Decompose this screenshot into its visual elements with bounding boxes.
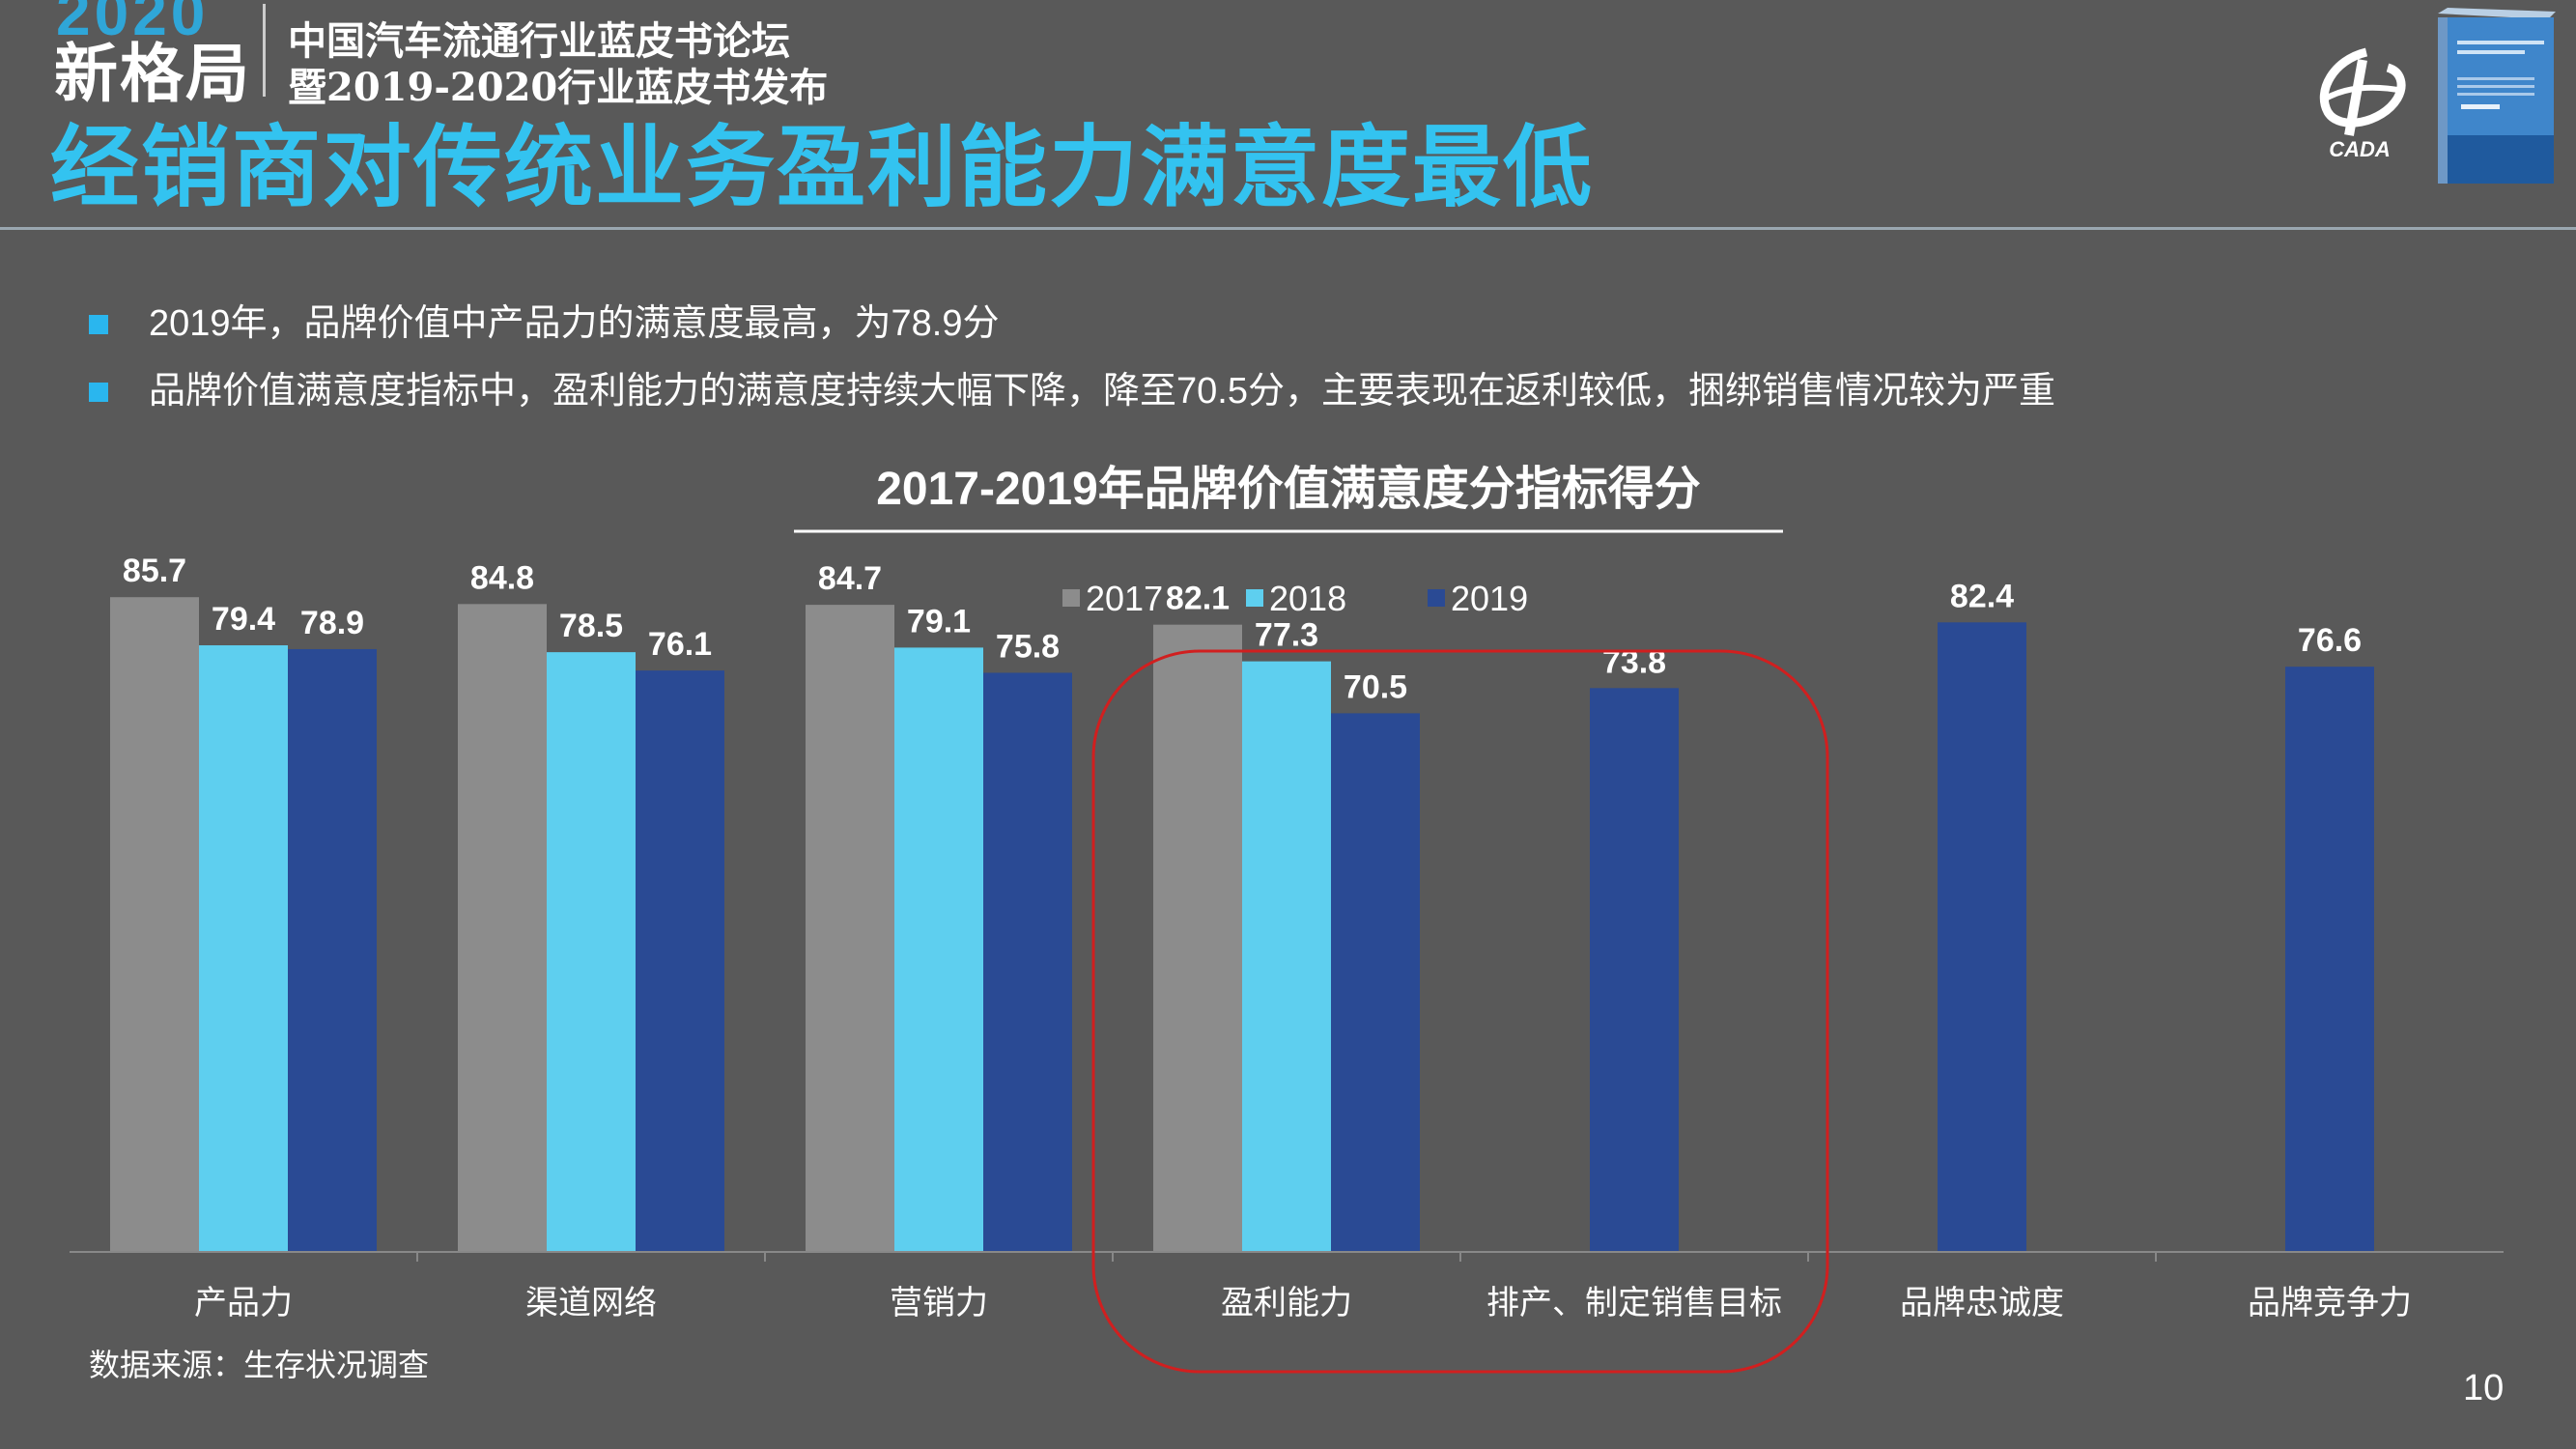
chart-title: 2017-2019年品牌价值满意度分指标得分	[876, 464, 1701, 515]
data-label: 75.8	[996, 628, 1060, 665]
cada-logo-text: CADA	[2329, 137, 2391, 161]
bar-2019-3	[1331, 713, 1420, 1252]
chart-data-labels: 85.7 79.4 78.9 84.8 78.5 76.1 84.7 79.1 75.8 82.1…	[123, 553, 2362, 705]
logo-separator	[263, 4, 266, 97]
bar-2017-3	[1153, 624, 1242, 1252]
data-label: 79.1	[907, 603, 971, 639]
data-label: 76.1	[648, 626, 712, 663]
data-label: 78.5	[559, 608, 623, 644]
category-label: 产品力	[194, 1285, 293, 1321]
legend-label-2017: 2017	[1086, 579, 1163, 618]
data-label: 78.9	[300, 605, 364, 641]
legend-label-2018: 2018	[1269, 579, 1346, 618]
bar-2019-5	[1938, 622, 2026, 1252]
bar-2017-0	[110, 597, 199, 1252]
category-label: 营销力	[890, 1285, 988, 1321]
legend-swatch-2017	[1062, 589, 1080, 607]
data-label: 84.7	[818, 560, 882, 597]
highlight-ellipse	[1091, 649, 1829, 1374]
bar-2018-1	[547, 652, 636, 1252]
bluebook-cover-icon	[2438, 8, 2556, 184]
logo-main-text: 新格局	[54, 38, 251, 109]
page-number: 10	[2463, 1368, 2505, 1408]
cada-logo-icon: CADA	[2319, 47, 2406, 161]
bullet-text: 2019年，品牌价值中产品力的满意度最高，为78.9分	[149, 303, 1000, 344]
category-label: 品牌忠诚度	[1900, 1285, 2064, 1321]
bar-2019-2	[983, 672, 1072, 1252]
bullet-list: 2019年，品牌价值中产品力的满意度最高，为78.9分 品牌价值满意度指标中，盈…	[89, 290, 2055, 425]
logo-year: 2020	[56, 0, 210, 48]
chart-bars	[110, 597, 2374, 1252]
data-label: 73.8	[1602, 643, 1666, 680]
category-label: 品牌竞争力	[2248, 1285, 2412, 1321]
data-label: 76.6	[2298, 622, 2362, 659]
data-label: 82.1	[1166, 581, 1230, 617]
bar-2017-2	[806, 605, 894, 1252]
data-label: 77.3	[1255, 617, 1318, 654]
bar-2019-4	[1590, 688, 1679, 1252]
bar-2019-1	[636, 670, 724, 1252]
data-source-note: 数据来源：生存状况调查	[89, 1348, 430, 1382]
slide-header: 2020 新格局 中国汽车流通行业蓝皮书论坛 暨2019-2020行业蓝皮书发布…	[0, 0, 2576, 230]
bar-2018-2	[894, 647, 983, 1252]
forum-title-line2: 暨2019-2020行业蓝皮书发布	[288, 65, 829, 110]
x-axis-ticks	[416, 1252, 2157, 1262]
data-label: 82.4	[1950, 578, 2014, 614]
legend-label-2019: 2019	[1451, 579, 1528, 618]
x-axis-category-labels: 产品力 渠道网络 营销力 盈利能力 排产、制定销售目标 品牌忠诚度 品牌竞争力	[194, 1285, 2412, 1321]
legend-swatch-2019	[1428, 589, 1445, 607]
category-label: 渠道网络	[525, 1285, 657, 1321]
data-label: 70.5	[1344, 668, 1407, 705]
data-label: 84.8	[470, 559, 534, 596]
bullet-square-icon	[89, 383, 108, 402]
bar-2019-6	[2285, 667, 2374, 1252]
header-divider	[0, 227, 2576, 230]
data-label: 85.7	[123, 553, 186, 589]
legend-swatch-2018	[1246, 589, 1263, 607]
bar-2017-1	[458, 604, 547, 1252]
forum-title-line1: 中国汽车流通行业蓝皮书论坛	[288, 18, 790, 64]
bullet-item: 2019年，品牌价值中产品力的满意度最高，为78.9分	[89, 290, 2055, 357]
page-title: 经销商对传统业务盈利能力满意度最低	[50, 119, 1595, 217]
bar-2019-0	[288, 648, 377, 1252]
chart-legend: 2017 2018 2019	[1062, 579, 1528, 618]
bullet-square-icon	[89, 315, 108, 334]
bullet-text: 品牌价值满意度指标中，盈利能力的满意度持续大幅下降，降至70.5分，主要表现在返…	[149, 371, 2055, 412]
category-label: 排产、制定销售目标	[1486, 1285, 1782, 1321]
bullet-item: 品牌价值满意度指标中，盈利能力的满意度持续大幅下降，降至70.5分，主要表现在返…	[89, 357, 2055, 425]
category-label: 盈利能力	[1221, 1285, 1352, 1321]
bar-2018-3	[1242, 661, 1331, 1252]
data-label: 79.4	[212, 601, 275, 638]
bar-2018-0	[199, 645, 288, 1252]
